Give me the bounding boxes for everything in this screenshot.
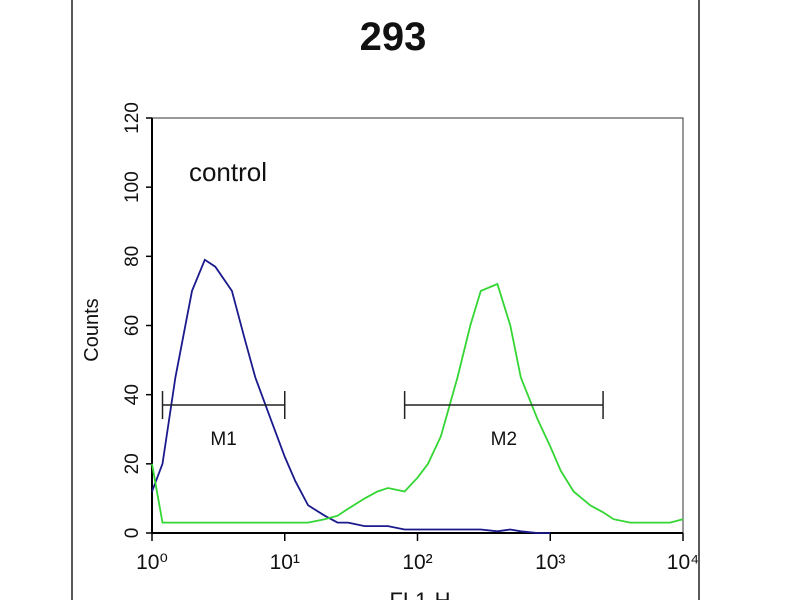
x-tick-label: 10³: [535, 551, 565, 574]
annotation: control: [189, 157, 267, 187]
y-tick-label: 40: [122, 384, 143, 405]
panel: [71, 0, 700, 600]
x-tick-label: 10⁴: [667, 551, 699, 574]
y-tick-label: 60: [122, 315, 143, 336]
y-tick-label: 80: [122, 246, 143, 267]
series-line: [151, 258, 551, 534]
series-line: [151, 282, 684, 524]
marker-label: M1: [210, 429, 236, 450]
marker-label: M2: [491, 429, 517, 450]
y-tick-label: 20: [122, 453, 143, 474]
x-tick-label: 10⁰: [136, 551, 168, 574]
y-tick-label: 100: [122, 171, 143, 203]
x-tick-label: 10¹: [270, 551, 300, 574]
x-tick-label: 10²: [402, 551, 432, 574]
x-axis-label: FL1-H: [389, 588, 450, 600]
chart-title: 293: [360, 15, 427, 59]
y-axis-label: Counts: [81, 298, 103, 361]
y-tick-label: 0: [122, 528, 143, 539]
y-tick-label: 120: [122, 102, 143, 134]
